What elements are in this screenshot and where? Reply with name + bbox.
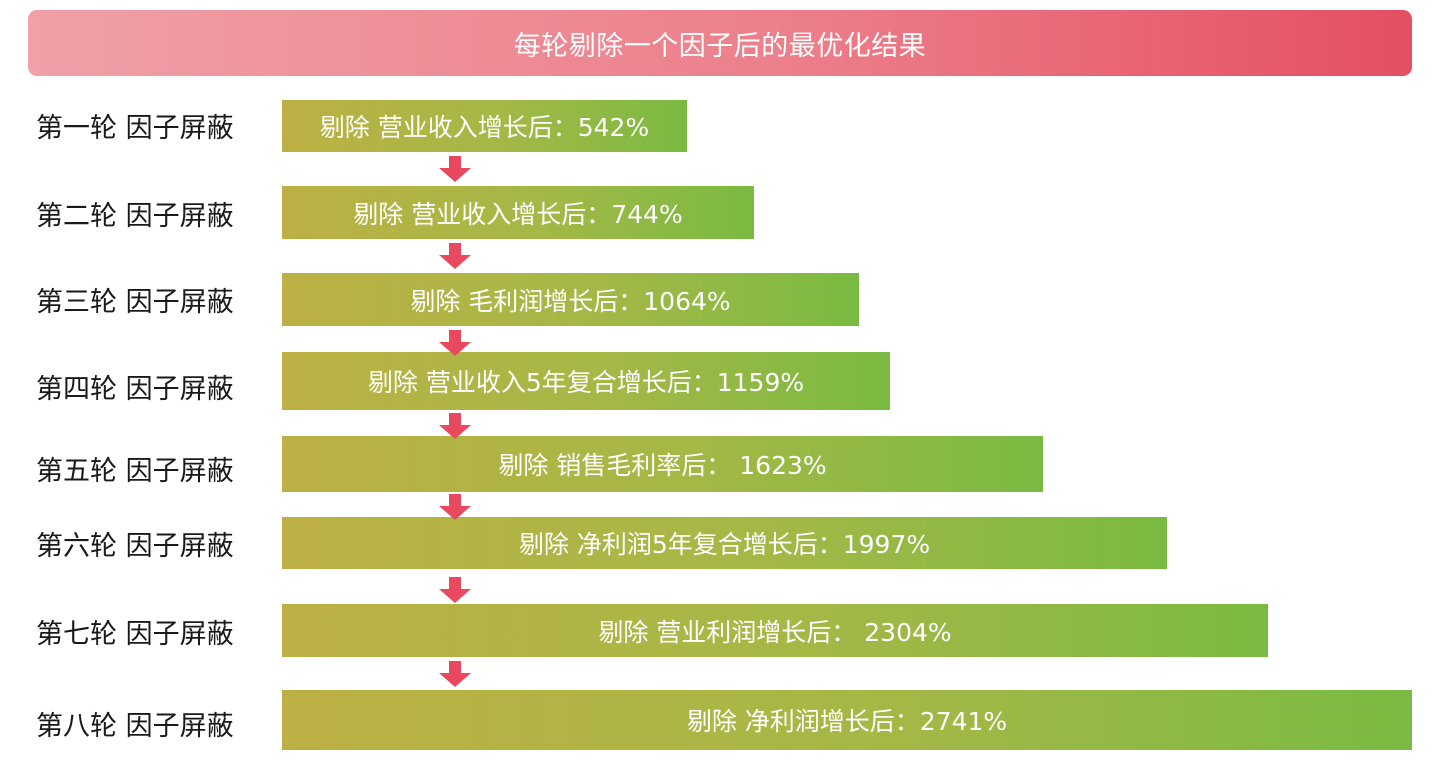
page-title: 每轮剔除一个因子后的最优化结果 — [28, 10, 1412, 76]
down-arrow-icon — [439, 577, 471, 603]
round-label-6: 第六轮 因子屏蔽 — [36, 531, 234, 562]
result-bar-4: 剔除 营业收入5年复合增长后：1159% — [282, 352, 890, 410]
round-label-7: 第七轮 因子屏蔽 — [36, 619, 234, 650]
result-bar-text: 剔除 营业收入增长后：744% — [353, 199, 683, 229]
result-bar-5: 剔除 销售毛利率后： 1623% — [282, 436, 1043, 492]
result-bar-text: 剔除 营业收入5年复合增长后：1159% — [367, 368, 805, 397]
result-bar-text: 剔除 毛利润增长后：1064% — [410, 286, 731, 316]
round-label-3: 第三轮 因子屏蔽 — [36, 287, 234, 318]
result-bar-2: 剔除 营业收入增长后：744% — [282, 186, 754, 239]
round-label-1: 第一轮 因子屏蔽 — [36, 113, 234, 144]
result-bar-text: 剔除 净利润5年复合增长后：1997% — [518, 530, 931, 559]
round-label-2: 第二轮 因子屏蔽 — [36, 201, 234, 232]
down-arrow-icon — [439, 494, 471, 520]
result-bar-7: 剔除 营业利润增长后： 2304% — [282, 604, 1268, 657]
result-bar-text: 剔除 销售毛利率后： 1623% — [498, 451, 827, 480]
down-arrow-icon — [439, 243, 471, 269]
result-bar-text: 剔除 净利润增长后：2741% — [686, 707, 1008, 736]
result-bar-text: 剔除 营业收入增长后：542% — [319, 113, 650, 142]
round-label-8: 第八轮 因子屏蔽 — [36, 711, 234, 742]
down-arrow-icon — [439, 661, 471, 687]
result-bar-1: 剔除 营业收入增长后：542% — [282, 100, 687, 152]
result-bar-3: 剔除 毛利润增长后：1064% — [282, 273, 859, 326]
down-arrow-icon — [439, 413, 471, 439]
down-arrow-icon — [439, 156, 471, 182]
result-bar-6: 剔除 净利润5年复合增长后：1997% — [282, 517, 1167, 569]
round-label-5: 第五轮 因子屏蔽 — [36, 456, 234, 487]
round-label-4: 第四轮 因子屏蔽 — [36, 374, 234, 405]
result-bar-8: 剔除 净利润增长后：2741% — [282, 690, 1412, 750]
down-arrow-icon — [439, 330, 471, 356]
result-bar-text: 剔除 营业利润增长后： 2304% — [598, 617, 952, 647]
